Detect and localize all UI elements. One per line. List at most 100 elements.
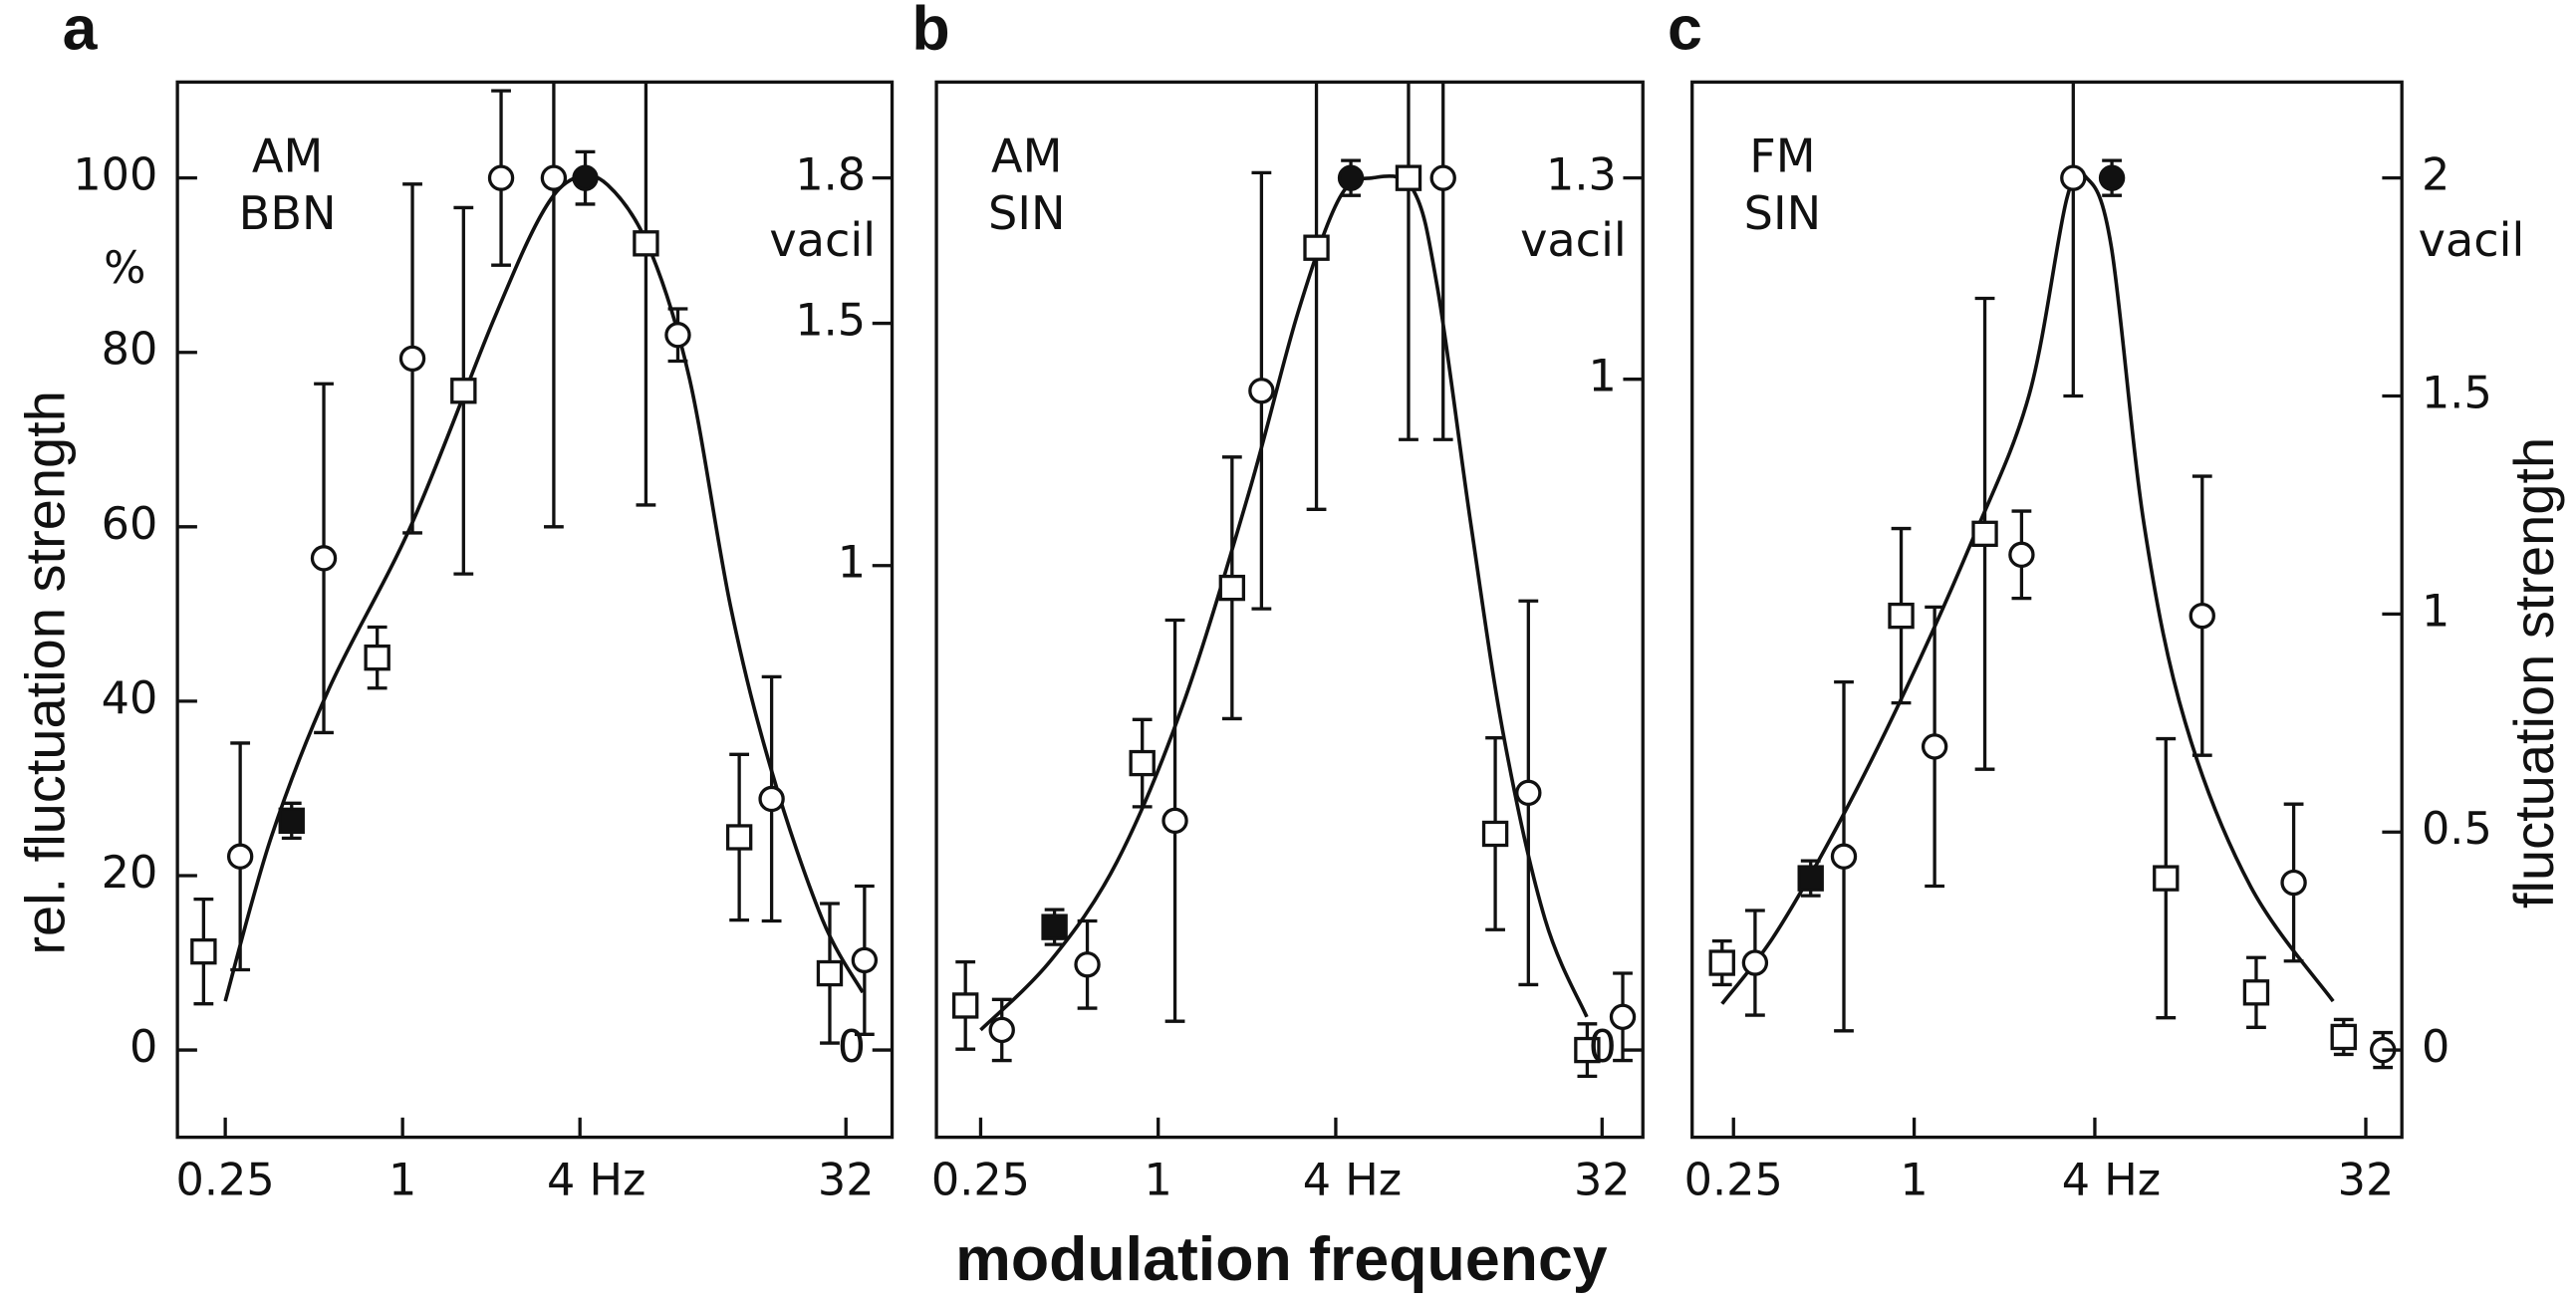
y2-tick-label: 0 — [2422, 1022, 2449, 1073]
circle-marker — [1609, 1003, 1637, 1030]
x-tick-label: 1 — [1900, 1156, 1928, 1206]
square-marker — [725, 824, 753, 851]
square-marker — [2242, 979, 2270, 1006]
square-marker — [278, 807, 305, 835]
square-marker — [1971, 520, 1998, 548]
y-tick-label: 20 — [102, 848, 158, 899]
plot-area — [951, 82, 1637, 1078]
square-marker — [1218, 574, 1246, 602]
fit-curve — [1720, 169, 2335, 1005]
x-tick-label: 0.25 — [1684, 1156, 1783, 1206]
y-axis-label: rel. fluctuation strength — [13, 391, 76, 955]
y2-tick-label: 0.5 — [2422, 804, 2492, 855]
y2-tick-label: 1 — [1589, 352, 1617, 402]
circle-marker — [1074, 951, 1101, 978]
x-tick-label: 32 — [2338, 1156, 2395, 1206]
y2-tick-label: 1.5 — [2422, 369, 2492, 419]
circle-marker — [988, 1016, 1015, 1044]
square-marker — [1481, 820, 1509, 848]
circle-marker — [2060, 164, 2087, 191]
circle-marker — [2008, 541, 2035, 569]
circle-marker — [398, 345, 426, 373]
circle-marker — [758, 785, 785, 813]
circle-marker — [1429, 164, 1456, 191]
y2-tick-label: 1 — [2422, 586, 2449, 637]
square-marker — [364, 644, 390, 671]
circle-marker — [851, 946, 879, 974]
annotation: SIN — [988, 186, 1065, 240]
y2-tick-label: 2 — [2422, 150, 2449, 201]
square-marker — [1708, 949, 1735, 976]
square-marker — [2153, 865, 2180, 892]
circle-marker — [310, 545, 338, 572]
square-marker — [1797, 865, 1824, 892]
plot-frame — [934, 80, 1645, 1140]
plot-frame — [175, 80, 895, 1140]
panel-label: b — [911, 0, 949, 63]
circle-marker — [664, 322, 691, 349]
square-marker — [2330, 1023, 2357, 1051]
circle-marker — [1741, 949, 1769, 976]
circle-marker — [1248, 378, 1275, 404]
y2-tick-label: 0 — [1589, 1022, 1617, 1073]
square-marker — [1041, 913, 1068, 940]
circle-marker — [1830, 843, 1858, 870]
y-tick-label: 80 — [102, 325, 158, 376]
annotation: SIN — [1744, 186, 1821, 240]
square-marker — [1574, 1036, 1601, 1064]
annotation: AM — [991, 129, 1062, 182]
y-tick-label: 0 — [129, 1022, 157, 1073]
square-marker — [450, 378, 477, 404]
circle-marker — [2189, 602, 2215, 630]
y2-tick-label: 1.3 — [1546, 150, 1617, 201]
plot-area — [190, 82, 879, 1045]
x-tick-label: 0.25 — [931, 1156, 1030, 1206]
square-marker — [190, 937, 217, 965]
square-marker — [633, 230, 659, 257]
circle-marker — [1515, 779, 1542, 807]
annotation: AM — [252, 129, 323, 182]
circle-marker — [2280, 869, 2307, 897]
y-tick-label: 60 — [102, 499, 158, 550]
x-tick-label: 1 — [388, 1156, 416, 1206]
x-tick-label: 0.25 — [176, 1156, 275, 1206]
circle-marker — [487, 164, 515, 191]
circle-marker — [1161, 807, 1188, 835]
y-tick-label: 40 — [102, 673, 158, 724]
square-marker — [1303, 234, 1330, 261]
circle-marker — [540, 164, 568, 191]
plot-frame — [1690, 80, 2404, 1140]
circle-marker — [226, 843, 254, 870]
square-marker — [1395, 164, 1422, 191]
x-tick-label: 4 Hz — [547, 1156, 645, 1206]
y2-unit: vacil — [2419, 213, 2525, 267]
x-axis-label: modulation frequency — [955, 1224, 1608, 1294]
y2-tick-label: 1.5 — [795, 296, 866, 347]
y2-tick-label: 0 — [838, 1022, 866, 1073]
x-tick-label: 4 Hz — [1303, 1156, 1402, 1206]
y2-unit: vacil — [769, 213, 876, 267]
y2-tick-label: 1 — [838, 538, 866, 589]
circle-marker — [1337, 164, 1365, 191]
square-marker — [1129, 749, 1156, 777]
circle-marker — [572, 164, 599, 191]
y2-axis-label: fluctuation strength — [2502, 437, 2565, 909]
panel-label: c — [1668, 0, 1702, 63]
x-tick-label: 1 — [1145, 1156, 1172, 1206]
y2-tick-label: 1.8 — [795, 150, 866, 201]
annotation: FM — [1749, 129, 1815, 182]
circle-marker — [2098, 164, 2126, 191]
square-marker — [951, 992, 979, 1019]
x-tick-label: 4 Hz — [2062, 1156, 2161, 1206]
fit-curve — [223, 172, 865, 1002]
y-unit: % — [104, 243, 145, 294]
x-tick-label: 32 — [1574, 1156, 1631, 1206]
panel-label: a — [63, 0, 99, 63]
square-marker — [1888, 602, 1915, 630]
x-tick-label: 32 — [818, 1156, 875, 1206]
y2-unit: vacil — [1520, 213, 1627, 267]
y-tick-label: 100 — [73, 150, 157, 201]
circle-marker — [1921, 733, 1948, 760]
square-marker — [816, 959, 844, 987]
annotation: BBN — [239, 186, 337, 240]
